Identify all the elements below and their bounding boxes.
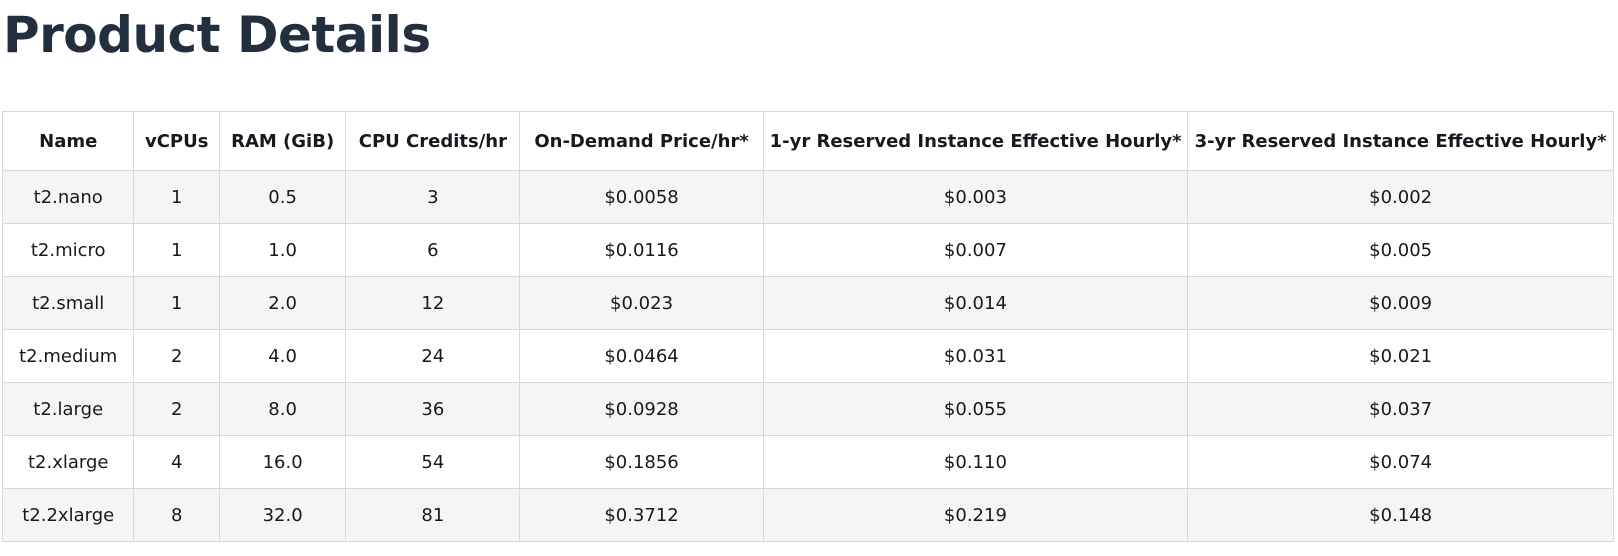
cell-name: t2.medium bbox=[1, 329, 135, 383]
table-row: t2.2xlarge 8 32.0 81 $0.3712 $0.219 $0.1… bbox=[1, 488, 1614, 542]
cell-on-demand-price: $0.3712 bbox=[519, 488, 764, 542]
cell-vcpus: 1 bbox=[133, 170, 220, 224]
cell-ram: 32.0 bbox=[218, 488, 347, 542]
cell-name: t2.micro bbox=[1, 223, 135, 277]
cell-3yr-reserved: $0.002 bbox=[1187, 170, 1614, 224]
table-row: t2.xlarge 4 16.0 54 $0.1856 $0.110 $0.07… bbox=[1, 435, 1614, 489]
cell-ram: 1.0 bbox=[218, 223, 347, 277]
cell-3yr-reserved: $0.074 bbox=[1187, 435, 1614, 489]
cell-cpu-credits: 6 bbox=[345, 223, 521, 277]
cell-on-demand-price: $0.0058 bbox=[519, 170, 764, 224]
cell-3yr-reserved: $0.009 bbox=[1187, 276, 1614, 330]
cell-cpu-credits: 12 bbox=[345, 276, 521, 330]
table-row: t2.large 2 8.0 36 $0.0928 $0.055 $0.037 bbox=[1, 382, 1614, 436]
table-row: t2.medium 2 4.0 24 $0.0464 $0.031 $0.021 bbox=[1, 329, 1614, 383]
cell-vcpus: 2 bbox=[133, 329, 220, 383]
cell-on-demand-price: $0.1856 bbox=[519, 435, 764, 489]
cell-1yr-reserved: $0.055 bbox=[762, 382, 1189, 436]
cell-on-demand-price: $0.0928 bbox=[519, 382, 764, 436]
column-header-name: Name bbox=[1, 111, 135, 171]
cell-ram: 4.0 bbox=[218, 329, 347, 383]
cell-vcpus: 4 bbox=[133, 435, 220, 489]
cell-cpu-credits: 54 bbox=[345, 435, 521, 489]
page-title: Product Details bbox=[3, 6, 431, 64]
cell-name: t2.xlarge bbox=[1, 435, 135, 489]
cell-3yr-reserved: $0.148 bbox=[1187, 488, 1614, 542]
cell-ram: 16.0 bbox=[218, 435, 347, 489]
cell-cpu-credits: 81 bbox=[345, 488, 521, 542]
cell-3yr-reserved: $0.005 bbox=[1187, 223, 1614, 277]
cell-3yr-reserved: $0.021 bbox=[1187, 329, 1614, 383]
cell-vcpus: 8 bbox=[133, 488, 220, 542]
cell-name: t2.2xlarge bbox=[1, 488, 135, 542]
column-header-3yr-reserved: 3-yr Reserved Instance Effective Hourly* bbox=[1187, 111, 1614, 171]
cell-ram: 2.0 bbox=[218, 276, 347, 330]
column-header-on-demand-price: On-Demand Price/hr* bbox=[519, 111, 764, 171]
cell-name: t2.small bbox=[1, 276, 135, 330]
cell-ram: 8.0 bbox=[218, 382, 347, 436]
column-header-ram: RAM (GiB) bbox=[218, 111, 347, 171]
cell-name: t2.nano bbox=[1, 170, 135, 224]
cell-vcpus: 2 bbox=[133, 382, 220, 436]
table-row: t2.nano 1 0.5 3 $0.0058 $0.003 $0.002 bbox=[1, 170, 1614, 224]
cell-cpu-credits: 36 bbox=[345, 382, 521, 436]
table-row: t2.small 1 2.0 12 $0.023 $0.014 $0.009 bbox=[1, 276, 1614, 330]
cell-cpu-credits: 24 bbox=[345, 329, 521, 383]
cell-1yr-reserved: $0.003 bbox=[762, 170, 1189, 224]
cell-1yr-reserved: $0.031 bbox=[762, 329, 1189, 383]
cell-1yr-reserved: $0.007 bbox=[762, 223, 1189, 277]
column-header-cpu-credits: CPU Credits/hr bbox=[345, 111, 521, 171]
cell-cpu-credits: 3 bbox=[345, 170, 521, 224]
cell-on-demand-price: $0.0116 bbox=[519, 223, 764, 277]
cell-3yr-reserved: $0.037 bbox=[1187, 382, 1614, 436]
cell-1yr-reserved: $0.014 bbox=[762, 276, 1189, 330]
table-row: t2.micro 1 1.0 6 $0.0116 $0.007 $0.005 bbox=[1, 223, 1614, 277]
column-header-1yr-reserved: 1-yr Reserved Instance Effective Hourly* bbox=[762, 111, 1189, 171]
cell-1yr-reserved: $0.110 bbox=[762, 435, 1189, 489]
product-details-table: Name vCPUs RAM (GiB) CPU Credits/hr On-D… bbox=[1, 111, 1614, 542]
cell-vcpus: 1 bbox=[133, 223, 220, 277]
cell-ram: 0.5 bbox=[218, 170, 347, 224]
cell-on-demand-price: $0.0464 bbox=[519, 329, 764, 383]
table-header-row: Name vCPUs RAM (GiB) CPU Credits/hr On-D… bbox=[1, 111, 1614, 171]
cell-name: t2.large bbox=[1, 382, 135, 436]
column-header-vcpus: vCPUs bbox=[133, 111, 220, 171]
cell-1yr-reserved: $0.219 bbox=[762, 488, 1189, 542]
cell-on-demand-price: $0.023 bbox=[519, 276, 764, 330]
cell-vcpus: 1 bbox=[133, 276, 220, 330]
